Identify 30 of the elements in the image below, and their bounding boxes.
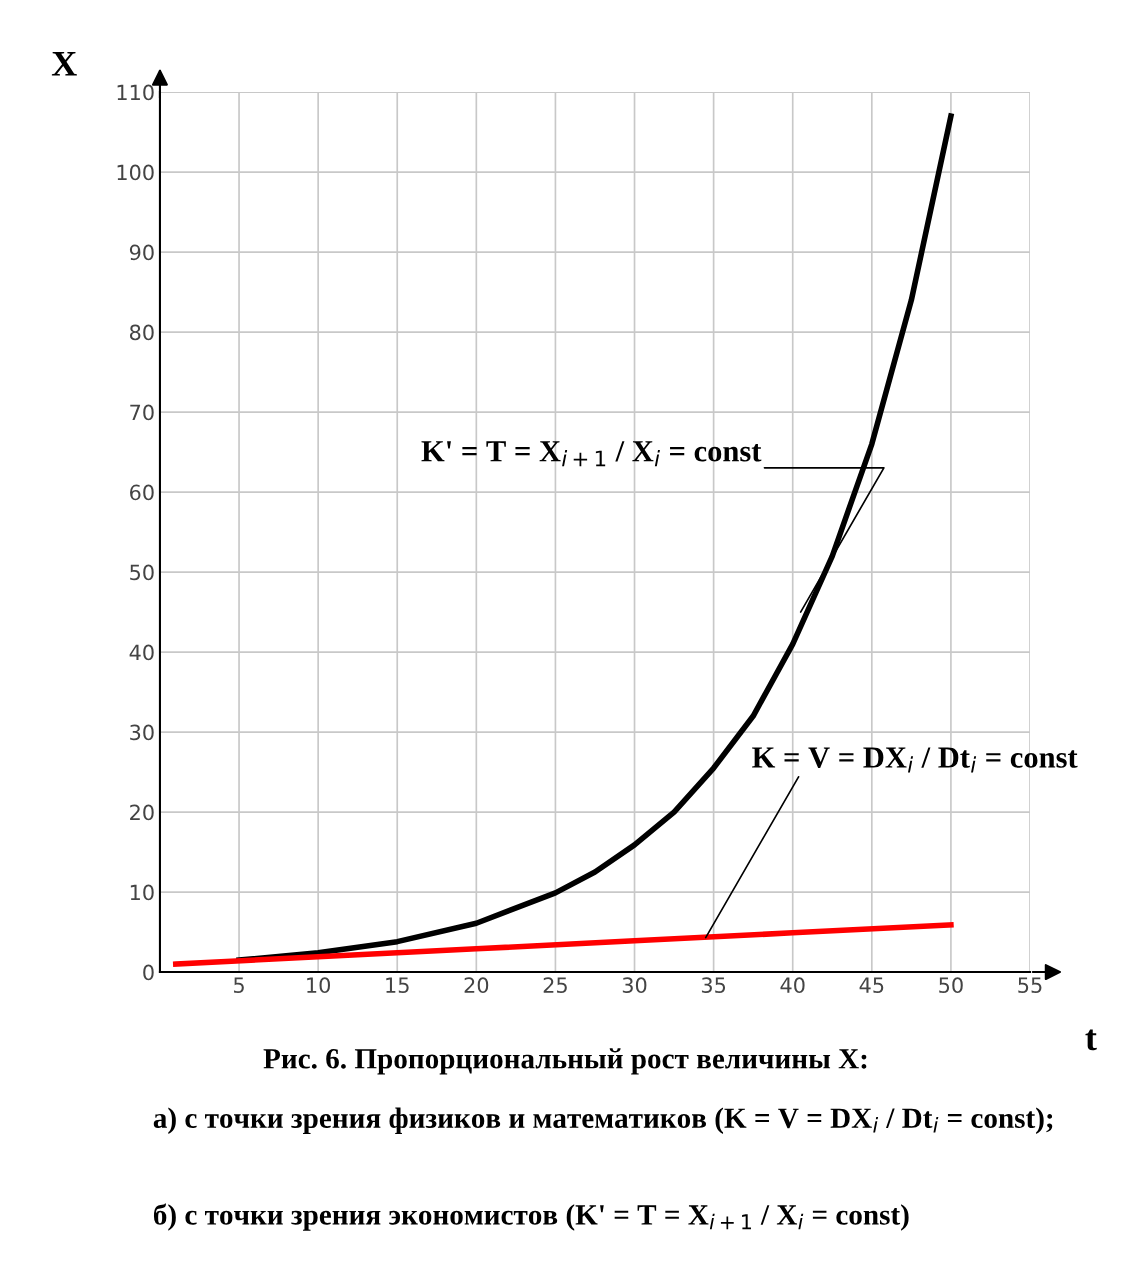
y-tick-label: 110 — [117, 84, 154, 101]
y-tick-label: 20 — [130, 804, 154, 821]
y-tick-label: 0 — [143, 964, 154, 981]
y-axis-title: X — [51, 51, 77, 76]
x-tick-label: 15 — [386, 977, 409, 994]
y-tick-label: 80 — [129, 324, 154, 341]
y-tick-label: 30 — [130, 724, 154, 741]
x-tick-label: 55 — [1018, 977, 1042, 994]
x-tick-label: 40 — [780, 977, 805, 994]
y-tick-label: 60 — [130, 484, 154, 501]
annotation: K' = T = X$_{i+1}$ / X$_{i}$ = const — [421, 441, 762, 467]
x-tick-label: 50 — [939, 977, 963, 994]
text: Рис. 6. Пропорциональный рост величины X: — [263, 1048, 867, 1075]
x-tick-label: 25 — [543, 977, 567, 994]
y-tick-label: 100 — [117, 164, 154, 181]
x-tick-label: 20 — [464, 977, 489, 994]
x-tick-label: 30 — [622, 977, 647, 994]
y-tick-label: 90 — [129, 244, 154, 261]
x-tick-label: 45 — [859, 977, 884, 994]
x-tick-label: 5 — [234, 977, 244, 994]
y-tick-label: 70 — [130, 404, 154, 421]
x-tick-label: 10 — [307, 977, 331, 994]
y-tick-label: 50 — [130, 564, 154, 581]
x-tick-label: 35 — [701, 977, 726, 994]
text: а) с точки зрения физиков и математиков (K = V = DX$_{i}$ / Dt$_{i}$ = const); — [153, 1107, 1053, 1134]
y-tick-label: 10 — [130, 884, 154, 901]
y-tick-label: 40 — [129, 644, 154, 661]
x-axis-title: t — [1085, 1029, 1097, 1051]
annotation: K = V = DX$_{i}$ / Dt$_{i}$ = const — [752, 747, 1078, 773]
text: б) с точки зрения экономистов (K' = T = X$_{i+1}$ / X$_{i}$ = const) — [153, 1203, 909, 1231]
